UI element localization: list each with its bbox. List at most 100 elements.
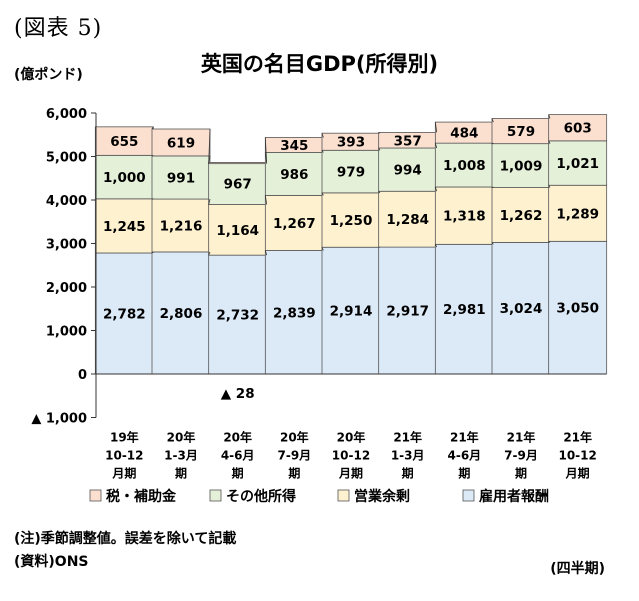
connector-line	[151, 154, 154, 157]
legend-label: 税・補助金	[106, 488, 177, 505]
chart-title: 英国の名目GDP(所得別)	[200, 52, 439, 76]
y-axis-unit: (億ポンド)	[14, 67, 83, 83]
connector-line	[491, 186, 494, 188]
bar-segment	[434, 186, 494, 245]
value-label: 357	[394, 133, 422, 149]
x-tick-label: 10-12	[558, 449, 596, 463]
value-label: 1,216	[160, 218, 203, 234]
value-label: 979	[337, 165, 365, 181]
x-tick-label: 期	[458, 466, 470, 481]
x-tick-label: 月期	[565, 466, 590, 481]
value-label: 3,024	[500, 301, 543, 317]
value-label: 986	[280, 167, 308, 183]
connector-line	[208, 251, 211, 256]
connector-line	[264, 137, 268, 164]
value-label: ▲ 28	[221, 386, 255, 402]
bar-segment	[264, 194, 324, 251]
bar-segment	[321, 246, 381, 375]
connector-line	[491, 118, 494, 123]
value-label: 2,782	[103, 306, 146, 322]
value-label: 967	[224, 176, 252, 192]
connector-line	[378, 132, 381, 134]
value-label: 484	[450, 126, 478, 142]
connector-lines	[151, 114, 551, 256]
bar-segment	[208, 254, 268, 375]
connector-line	[321, 192, 324, 196]
x-tick-label: 1-3月	[391, 449, 425, 463]
x-tick-label: 期	[515, 466, 527, 481]
connector-line	[208, 198, 211, 205]
y-tick-label: 3,000	[46, 238, 87, 253]
x-tick-label: 21年	[563, 430, 592, 445]
connector-line	[321, 150, 324, 153]
value-label: 2,806	[160, 306, 203, 322]
value-label: 2,981	[443, 302, 486, 318]
x-tick-label: 20年	[280, 430, 309, 445]
x-tick-label: 21年	[450, 430, 479, 445]
value-label: 2,914	[330, 304, 373, 320]
x-tick-label: 19年	[110, 430, 139, 445]
x-tick-label: 7-9月	[277, 449, 311, 463]
x-tick-label: 21年	[393, 430, 422, 445]
value-label: 1,021	[556, 156, 599, 172]
bar-segment	[321, 192, 381, 248]
connector-line	[151, 251, 154, 254]
connector-line	[264, 250, 268, 256]
x-tick-label: 月期	[111, 466, 136, 481]
axes: ▲ 1,000 0 1,000 2,000 3,000 4,000 5,000 6,000 19…	[31, 107, 606, 481]
x-tick-label: 期	[232, 466, 244, 481]
value-label: 1,318	[443, 209, 486, 225]
legend-label: 営業余剰	[354, 488, 410, 505]
bar-segment	[434, 243, 494, 375]
bar-segment	[491, 118, 551, 145]
x-tick-label: 1-3月	[164, 449, 198, 463]
bar-segment	[208, 162, 268, 205]
value-label: 1,250	[330, 213, 373, 229]
value-label: 1,008	[443, 158, 486, 174]
bar-segment	[548, 184, 608, 242]
y-tick-label: 1,000	[46, 325, 87, 340]
connector-line	[378, 191, 381, 194]
bar-segment	[378, 147, 438, 192]
x-tick-label: 期	[175, 466, 187, 481]
connector-line	[151, 126, 154, 130]
value-label: 345	[280, 138, 308, 154]
x-tick-label: 10-12	[332, 449, 370, 463]
connector-line	[548, 241, 551, 243]
value-label: 994	[394, 163, 422, 179]
x-tick-label: 期	[402, 466, 414, 481]
value-label: 2,839	[273, 305, 316, 321]
connector-line	[321, 133, 324, 138]
value-label: 619	[167, 135, 195, 151]
legend-swatch	[337, 489, 350, 502]
legend-swatch	[89, 489, 102, 502]
connector-line	[378, 147, 381, 151]
y-tick-label: 0	[78, 368, 87, 383]
x-tick-label: 10-12	[105, 449, 143, 463]
connector-line	[434, 186, 438, 192]
x-tick-label: 月期	[338, 466, 363, 481]
bar-segment	[491, 187, 551, 243]
legend-swatch	[209, 489, 222, 502]
y-tick-label: 4,000	[46, 194, 87, 209]
y-tick-label: 6,000	[46, 107, 87, 122]
value-label: 1,009	[500, 159, 543, 175]
footnote: (注)季節調整値。誤差を除いて記載	[14, 531, 237, 547]
value-label: 393	[337, 135, 365, 151]
value-label: 1,000	[103, 170, 146, 186]
bar-segment	[151, 198, 211, 253]
x-tick-label: 4-6月	[221, 449, 255, 463]
bar-segment	[378, 190, 438, 248]
bar-segment	[94, 198, 154, 254]
bar-segment	[378, 246, 438, 375]
x-tick-label: 20年	[337, 430, 366, 445]
value-label: 655	[110, 134, 138, 150]
bar-segment	[151, 155, 211, 200]
connector-line	[434, 244, 438, 248]
legend-swatch	[462, 489, 475, 502]
connector-line	[548, 114, 551, 119]
connector-line	[491, 242, 494, 245]
value-label: 991	[167, 170, 195, 186]
bar-segment	[548, 114, 608, 142]
